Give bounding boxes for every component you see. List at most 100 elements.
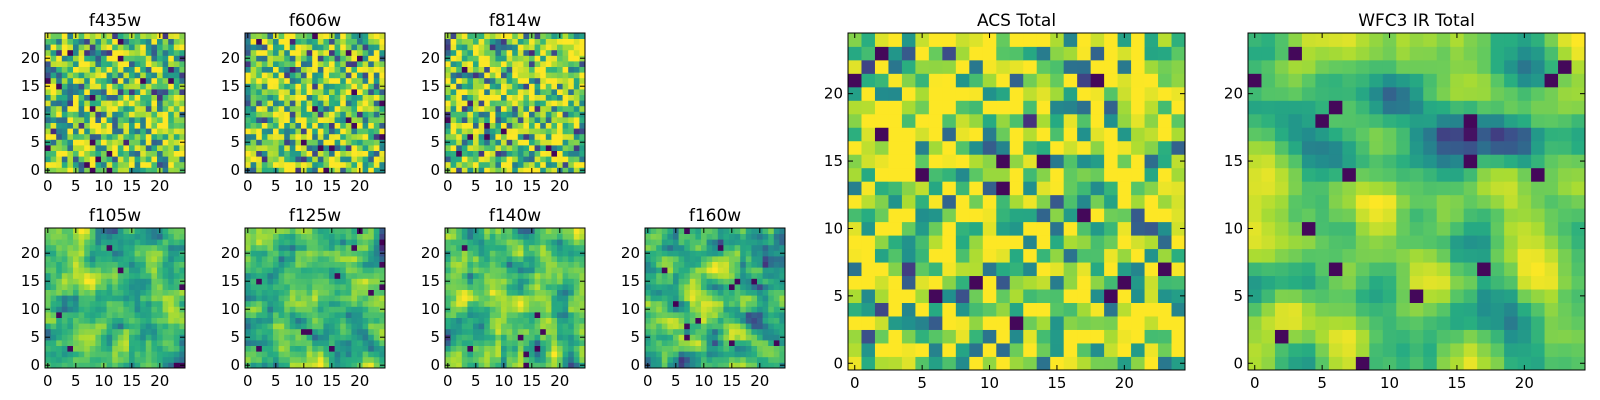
heatmap-cell xyxy=(173,261,180,268)
heatmap-cell xyxy=(768,345,775,352)
heatmap-cell xyxy=(357,111,363,118)
heatmap-cell xyxy=(489,139,496,146)
heatmap-cell xyxy=(134,250,141,257)
heatmap-cell xyxy=(123,66,130,73)
heatmap-cell xyxy=(712,278,719,285)
heatmap-cell xyxy=(317,167,324,174)
heatmap-cell xyxy=(261,267,268,274)
heatmap-cell xyxy=(267,328,274,335)
heatmap-cell xyxy=(117,278,124,285)
heatmap-cell xyxy=(368,133,375,140)
heatmap-cell xyxy=(368,145,375,151)
heatmap-cell xyxy=(78,261,85,268)
heatmap-cell xyxy=(982,181,997,196)
heatmap-cell xyxy=(73,334,79,341)
heatmap-cell xyxy=(768,362,775,369)
heatmap-cell xyxy=(557,267,563,274)
axes-frame xyxy=(244,227,386,369)
heatmap-cell xyxy=(512,362,519,369)
heatmap-cell xyxy=(473,105,479,112)
heatmap-cell xyxy=(506,89,513,95)
heatmap-cell xyxy=(745,244,752,251)
heatmap-cell xyxy=(323,44,330,51)
heatmap-cell xyxy=(89,111,96,118)
heatmap-cell xyxy=(1144,275,1159,290)
heatmap-cell xyxy=(145,272,152,279)
heatmap-cell xyxy=(95,161,102,168)
heatmap-cell xyxy=(915,275,930,290)
heatmap-cell xyxy=(267,261,274,268)
heatmap-cell xyxy=(667,340,674,346)
heatmap-cell xyxy=(45,312,51,318)
heatmap-cell xyxy=(101,133,107,140)
x-tick-label: 0 xyxy=(443,372,453,390)
heatmap-cell xyxy=(773,340,780,346)
heatmap-cell xyxy=(84,239,91,246)
heatmap-cell xyxy=(145,111,152,118)
heatmap-cell xyxy=(568,111,575,118)
heatmap-cell xyxy=(545,100,552,107)
heatmap-cell xyxy=(684,233,691,240)
heatmap-cell xyxy=(915,208,930,223)
heatmap-cell xyxy=(151,239,158,246)
heatmap-cell xyxy=(78,244,85,251)
heatmap-cell xyxy=(762,356,769,363)
heatmap-cell xyxy=(84,323,91,330)
heatmap-cell xyxy=(362,150,369,157)
heatmap-cell xyxy=(1036,154,1051,169)
heatmap-cell xyxy=(145,33,152,39)
heatmap-cell xyxy=(261,256,268,262)
heatmap-cell xyxy=(695,351,702,358)
heatmap-cell xyxy=(101,61,107,67)
heatmap-cell xyxy=(473,44,479,51)
heatmap-cell xyxy=(473,323,479,330)
heatmap-cell xyxy=(478,66,485,73)
heatmap-cell xyxy=(112,55,119,62)
heatmap-cell xyxy=(888,208,903,223)
heatmap-cell xyxy=(362,351,369,358)
heatmap-cell xyxy=(117,250,124,257)
heatmap-cell xyxy=(50,345,57,352)
heatmap-cell xyxy=(529,77,535,84)
heatmap-cell xyxy=(1050,356,1065,371)
heatmap-cell xyxy=(982,343,997,357)
heatmap-cell xyxy=(284,250,291,257)
heatmap-cell xyxy=(379,295,386,302)
heatmap-cell xyxy=(250,256,257,262)
heatmap-cell xyxy=(284,267,291,274)
heatmap-cell xyxy=(312,244,319,251)
heatmap-cell xyxy=(357,94,363,101)
heatmap-cell xyxy=(261,278,268,285)
heatmap-cell xyxy=(557,300,563,307)
y-tick-label: 10 xyxy=(221,300,240,318)
heatmap-cell xyxy=(256,145,263,151)
heatmap-cell xyxy=(495,323,502,330)
heatmap-cell xyxy=(650,267,657,274)
heatmap-cell xyxy=(89,117,96,123)
heatmap-cell xyxy=(84,55,91,62)
heatmap-cell xyxy=(467,161,474,168)
heatmap-cell xyxy=(506,49,513,56)
heatmap-cell xyxy=(461,261,468,268)
heatmap-cell xyxy=(495,128,502,135)
heatmap-cell xyxy=(996,275,1011,290)
heatmap-cell xyxy=(540,55,547,62)
heatmap-cell xyxy=(573,278,580,285)
heatmap-cell xyxy=(706,228,713,234)
heatmap-cell xyxy=(667,334,674,341)
heatmap-cell xyxy=(329,139,335,146)
heatmap-cell xyxy=(523,133,530,140)
heatmap-cell xyxy=(250,228,257,234)
heatmap-cell xyxy=(551,317,558,324)
heatmap-cell xyxy=(250,295,257,302)
heatmap-cell xyxy=(61,306,68,313)
heatmap-cell xyxy=(84,356,91,363)
heatmap-cell xyxy=(534,128,541,135)
heatmap-cell xyxy=(740,228,747,234)
heatmap-cell xyxy=(661,306,668,313)
heatmap-cell xyxy=(523,228,530,234)
heatmap-cell xyxy=(540,272,547,279)
y-tick-label: 5 xyxy=(630,328,640,346)
heatmap-cell xyxy=(1077,167,1092,182)
heatmap-cell xyxy=(162,94,169,101)
